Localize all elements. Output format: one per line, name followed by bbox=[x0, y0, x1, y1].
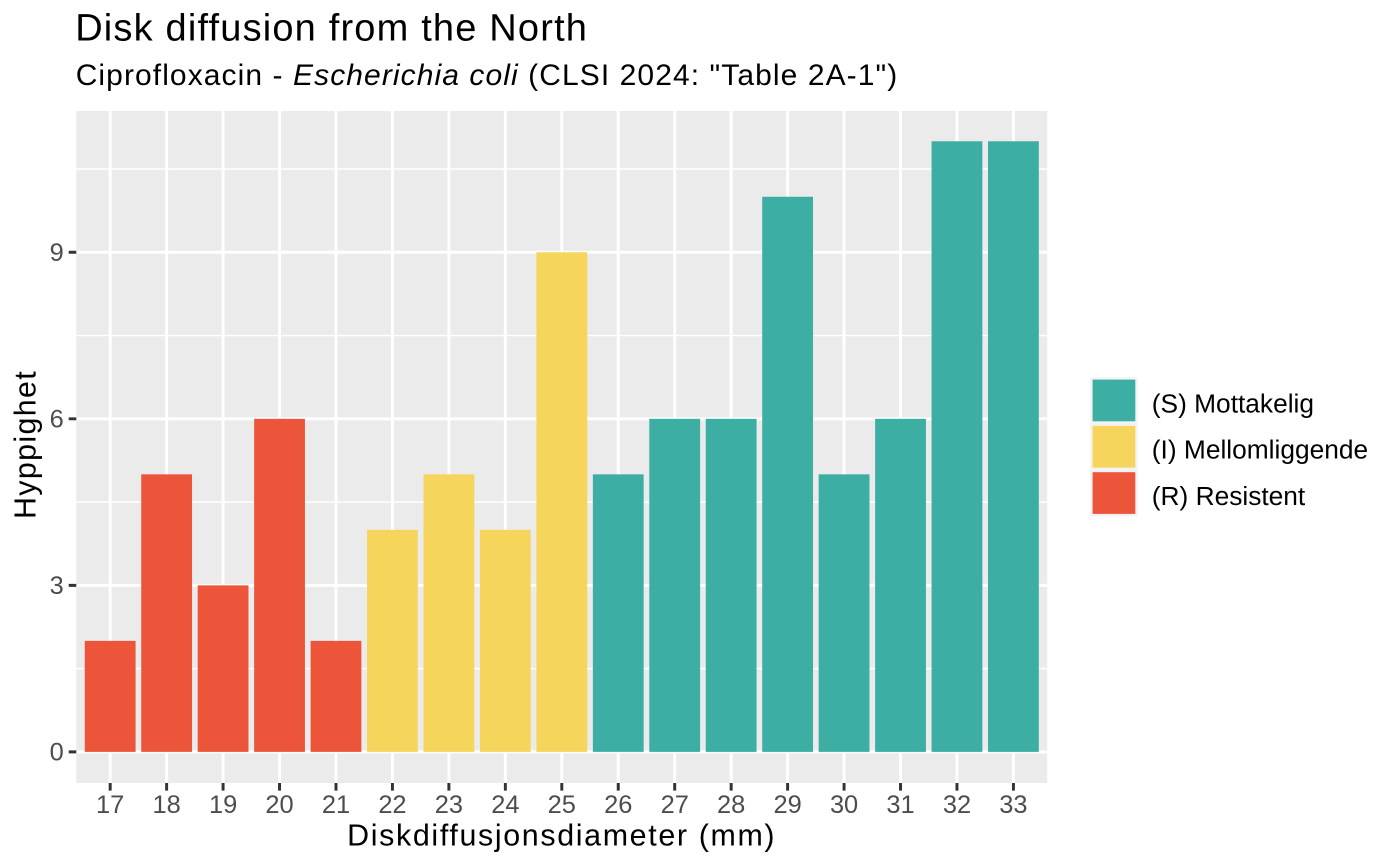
svg-text:31: 31 bbox=[886, 791, 914, 819]
svg-text:Diskdiffusjonsdiameter (mm): Diskdiffusjonsdiameter (mm) bbox=[347, 819, 776, 853]
svg-text:(S) Mottakelig: (S) Mottakelig bbox=[1152, 388, 1314, 418]
svg-text:30: 30 bbox=[830, 791, 858, 819]
svg-text:17: 17 bbox=[96, 791, 124, 819]
svg-text:Ciprofloxacin - Escherichia co: Ciprofloxacin - Escherichia coli (CLSI 2… bbox=[76, 59, 899, 92]
svg-text:0: 0 bbox=[50, 739, 64, 767]
svg-text:Disk diffusion from the North: Disk diffusion from the North bbox=[75, 8, 588, 50]
svg-text:21: 21 bbox=[322, 791, 350, 819]
svg-text:29: 29 bbox=[773, 791, 801, 819]
svg-text:3: 3 bbox=[50, 572, 64, 600]
svg-text:25: 25 bbox=[548, 791, 576, 819]
svg-text:24: 24 bbox=[491, 791, 519, 819]
svg-text:9: 9 bbox=[50, 239, 64, 267]
svg-text:33: 33 bbox=[999, 791, 1027, 819]
svg-text:27: 27 bbox=[661, 791, 689, 819]
svg-text:28: 28 bbox=[717, 791, 745, 819]
svg-text:22: 22 bbox=[378, 791, 406, 819]
svg-text:18: 18 bbox=[153, 791, 181, 819]
svg-text:6: 6 bbox=[50, 406, 64, 434]
svg-text:(R) Resistent: (R) Resistent bbox=[1152, 481, 1306, 511]
svg-text:23: 23 bbox=[435, 791, 463, 819]
svg-text:19: 19 bbox=[209, 791, 237, 819]
svg-text:26: 26 bbox=[604, 791, 632, 819]
svg-text:20: 20 bbox=[265, 791, 293, 819]
svg-text:(I) Mellomliggende: (I) Mellomliggende bbox=[1152, 435, 1368, 465]
svg-text:32: 32 bbox=[943, 791, 971, 819]
svg-text:Hyppighet: Hyppighet bbox=[9, 370, 43, 519]
